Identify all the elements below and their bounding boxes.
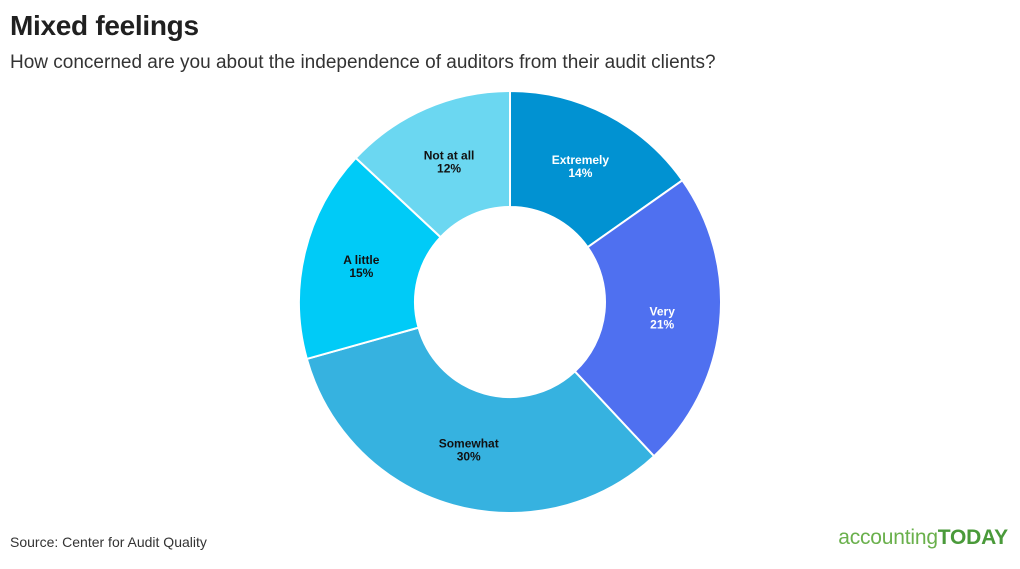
slice-value-not-at-all: 12% bbox=[437, 162, 461, 176]
slice-value-somewhat: 30% bbox=[457, 449, 481, 463]
slice-a-little bbox=[298, 156, 442, 361]
accounting-today-logo: accountingTODAY bbox=[838, 526, 1008, 550]
logo-part-2: TODAY bbox=[937, 526, 1008, 549]
source-note: Source: Center for Audit Quality bbox=[10, 534, 207, 550]
slice-label-extremely: Extremely bbox=[552, 153, 610, 167]
slice-value-extremely: 14% bbox=[568, 166, 592, 180]
slice-somewhat bbox=[305, 326, 656, 514]
slice-label-very: Very bbox=[650, 305, 676, 319]
slice-not-at-all bbox=[354, 89, 511, 239]
slice-value-very: 21% bbox=[650, 318, 674, 332]
slice-label-somewhat: Somewhat bbox=[439, 436, 499, 450]
chart-subtitle: How concerned are you about the independ… bbox=[10, 52, 716, 73]
slice-label-a-little: A little bbox=[343, 253, 380, 267]
slice-very bbox=[573, 178, 722, 458]
slice-label-not-at-all: Not at all bbox=[424, 149, 475, 163]
slice-extremely bbox=[509, 89, 684, 249]
chart-title: Mixed feelings bbox=[10, 10, 199, 41]
logo-part-1: accounting bbox=[838, 526, 938, 549]
slice-value-a-little: 15% bbox=[349, 266, 373, 280]
